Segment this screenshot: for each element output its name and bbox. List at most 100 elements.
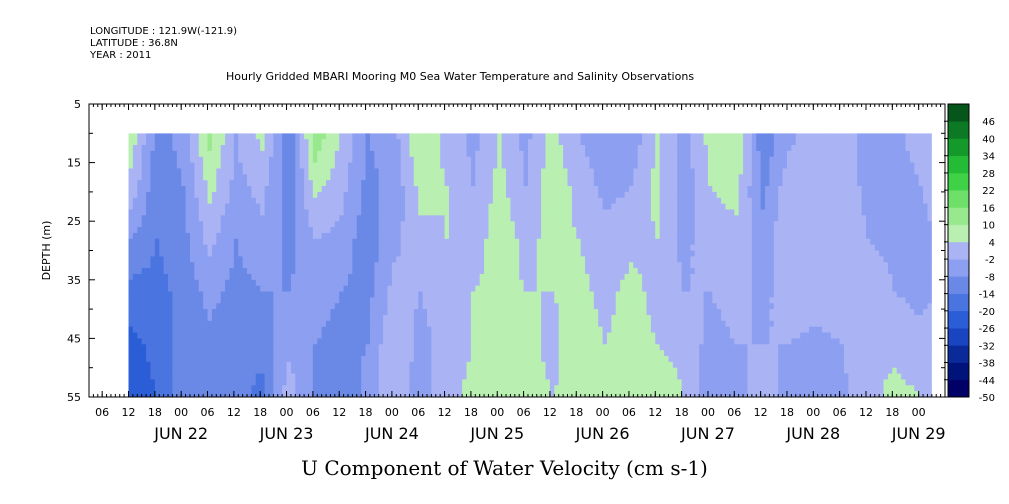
heatmap-cell [536, 338, 542, 345]
heatmap-cell [189, 279, 195, 287]
heatmap-cell [527, 344, 533, 351]
heatmap-cell [576, 221, 582, 228]
heatmap-cell [369, 279, 375, 287]
heatmap-cell [339, 373, 345, 381]
heatmap-cell [418, 309, 424, 316]
heatmap-cell [189, 203, 195, 211]
heatmap-cell [475, 344, 481, 351]
heatmap-cell [519, 156, 525, 164]
heatmap-cell [488, 221, 494, 228]
heatmap-cell [181, 385, 187, 392]
heatmap-cell [435, 191, 441, 199]
heatmap-cell [422, 232, 428, 240]
heatmap-cell [282, 168, 288, 175]
heatmap-cell [444, 285, 450, 293]
heatmap-cell [159, 139, 165, 146]
heatmap-cell [405, 162, 411, 170]
heatmap-cell [585, 139, 591, 146]
heatmap-cell [255, 174, 261, 181]
heatmap-cell [290, 344, 296, 351]
heatmap-cell [466, 367, 472, 375]
heatmap-cell [225, 133, 231, 140]
heatmap-cell [488, 391, 494, 398]
heatmap-cell [589, 244, 595, 252]
heatmap-cell [501, 191, 507, 199]
heatmap-cell [251, 244, 257, 252]
heatmap-cell [523, 320, 529, 328]
heatmap-cell [154, 244, 160, 252]
heatmap-cell [435, 262, 441, 269]
heatmap-cell [554, 391, 560, 398]
heatmap-cell [168, 262, 174, 269]
heatmap-cell [198, 150, 204, 158]
heatmap-cell [405, 244, 411, 252]
heatmap-cell [580, 344, 586, 351]
heatmap-cell [444, 326, 450, 334]
heatmap-cell [383, 297, 389, 304]
heatmap-cell [431, 145, 437, 152]
heatmap-cell [273, 350, 279, 357]
heatmap-cell [519, 355, 525, 363]
heatmap-cell [593, 209, 599, 216]
heatmap-cell [400, 145, 406, 152]
heatmap-cell [501, 168, 507, 175]
heatmap-cell [440, 215, 446, 222]
heatmap-cell [308, 133, 314, 140]
heatmap-cell [391, 203, 397, 211]
heatmap-cell [606, 180, 612, 187]
heatmap-cell [189, 244, 195, 252]
heatmap-cell [194, 203, 200, 211]
heatmap-cell [374, 133, 380, 140]
heatmap-cell [326, 180, 332, 187]
heatmap-cell [448, 227, 454, 234]
heatmap-cell [558, 232, 564, 240]
heatmap-cell [532, 209, 538, 216]
heatmap-cell [374, 215, 380, 222]
heatmap-cell [172, 262, 178, 269]
heatmap-cell [378, 139, 384, 146]
heatmap-cell [545, 156, 551, 164]
heatmap-cell [308, 279, 314, 287]
heatmap-cell [409, 262, 415, 269]
heatmap-cell [330, 232, 336, 240]
heatmap-cell [606, 145, 612, 152]
heatmap-cell [580, 145, 586, 152]
heatmap-cell [198, 209, 204, 216]
heatmap-cell [387, 209, 393, 216]
heatmap-cell [181, 133, 187, 140]
heatmap-cell [194, 268, 200, 275]
heatmap-cell [527, 379, 533, 386]
heatmap-cell [470, 391, 476, 398]
heatmap-cell [484, 279, 490, 287]
heatmap-cell [378, 291, 384, 298]
heatmap-cell [330, 262, 336, 269]
heatmap-cell [141, 367, 147, 375]
heatmap-cell [260, 279, 266, 287]
heatmap-cell [260, 139, 266, 146]
heatmap-cell [247, 139, 253, 146]
heatmap-cell [374, 203, 380, 211]
heatmap-cell [330, 338, 336, 345]
heatmap-cell [453, 262, 459, 269]
heatmap-cell [220, 250, 226, 257]
heatmap-cell [282, 150, 288, 158]
heatmap-cell [580, 209, 586, 216]
heatmap-cell [541, 238, 547, 246]
heatmap-cell [514, 391, 520, 398]
heatmap-cell [154, 350, 160, 357]
heatmap-cell [501, 150, 507, 158]
heatmap-cell [484, 256, 490, 263]
heatmap-cell [282, 244, 288, 252]
heatmap-cell [295, 332, 301, 339]
heatmap-cell [506, 273, 512, 281]
heatmap-cell [238, 139, 244, 146]
heatmap-cell [299, 168, 305, 175]
heatmap-cell [444, 215, 450, 222]
heatmap-cell [264, 186, 270, 193]
heatmap-cell [541, 221, 547, 228]
heatmap-cell [523, 326, 529, 334]
heatmap-cell [400, 361, 406, 369]
heatmap-cell [312, 338, 318, 345]
heatmap-cell [440, 367, 446, 375]
heatmap-cell [141, 338, 147, 345]
